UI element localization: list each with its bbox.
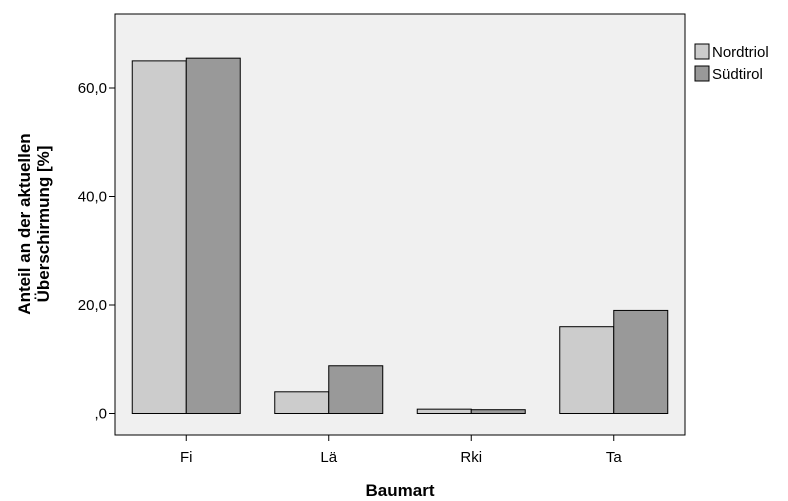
x-tick-label: Fi <box>180 449 193 466</box>
bar-series-2 <box>470 409 526 415</box>
legend-swatch <box>694 43 710 60</box>
bar-series-2 <box>613 309 669 414</box>
legend-label: Nordtriol <box>712 44 769 61</box>
legend: Nordtriol Südtirol <box>694 43 769 83</box>
x-tick-label: Lä <box>320 449 337 466</box>
x-axis-title: Baumart <box>366 481 435 500</box>
bar-series-1 <box>416 408 472 415</box>
y-tick-label: ,0 <box>94 406 107 423</box>
legend-swatch <box>694 65 710 82</box>
x-tick-label: Ta <box>606 449 623 466</box>
x-tick-label: Rki <box>460 449 482 466</box>
y-axis-title-line-1: Anteil an der aktuellen <box>15 133 34 314</box>
y-tick-label: 40,0 <box>78 189 107 206</box>
bar-series-2 <box>185 57 241 414</box>
legend-label: Südtirol <box>712 66 763 83</box>
y-tick-label: 60,0 <box>78 80 107 97</box>
bar-series-1 <box>559 326 615 415</box>
bar-series-1 <box>131 60 187 414</box>
bar-series-2 <box>328 365 384 415</box>
y-tick-label: 20,0 <box>78 297 107 314</box>
y-axis-title-line-2: Überschirmung [%] <box>34 146 53 303</box>
y-axis-title: Anteil an der aktuellen Überschirmung [%… <box>15 133 53 314</box>
bar-series-1 <box>274 391 330 414</box>
y-axis: ,0 20,0 40,0 60,0 <box>78 80 115 423</box>
x-axis: Fi Lä Rki Ta <box>180 435 622 466</box>
bars <box>131 57 669 415</box>
